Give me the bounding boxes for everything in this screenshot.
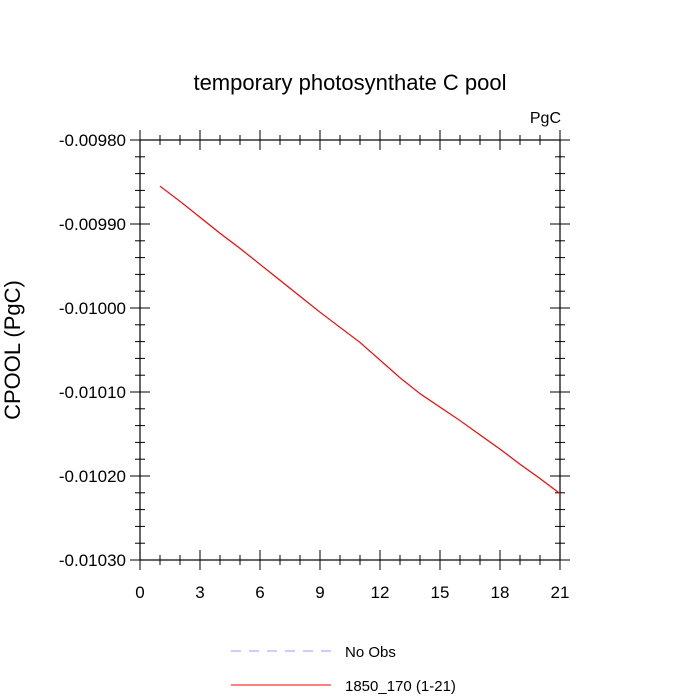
axis-ticks xyxy=(130,130,570,570)
series-line-1850-170-1-21- xyxy=(159,185,561,495)
x-tick-label: 9 xyxy=(315,583,324,602)
chart-title: temporary photosynthate C pool xyxy=(193,70,506,95)
y-tick-labels: -0.00980 -0.00990 -0.01000 -0.01010 -0.01020… xyxy=(59,131,126,570)
x-tick-label: 12 xyxy=(371,583,390,602)
legend-label-1850-170: 1850_170 (1-21) xyxy=(345,678,456,695)
units-label: PgC xyxy=(530,110,561,127)
x-tick-label: 3 xyxy=(195,583,204,602)
y-tick-label: -0.00980 xyxy=(59,131,126,150)
x-tick-label: 6 xyxy=(255,583,264,602)
y-tick-label: -0.00990 xyxy=(59,215,126,234)
y-tick-label: -0.01020 xyxy=(59,467,126,486)
x-tick-label: 18 xyxy=(491,583,510,602)
x-tick-label: 15 xyxy=(431,583,450,602)
legend: No Obs 1850_170 (1-21) xyxy=(231,644,456,695)
y-tick-label: -0.01030 xyxy=(59,551,126,570)
x-tick-labels: 0 3 6 9 12 15 18 21 xyxy=(135,583,569,602)
legend-label-no-obs: No Obs xyxy=(345,644,396,661)
y-tick-label: -0.01010 xyxy=(59,383,126,402)
x-tick-label: 0 xyxy=(135,583,144,602)
y-axis-label: CPOOL (PgC) xyxy=(0,280,25,420)
y-tick-label: -0.01000 xyxy=(59,299,126,318)
x-tick-label: 21 xyxy=(551,583,570,602)
plot-frame xyxy=(139,139,561,561)
series-layer xyxy=(159,185,561,495)
